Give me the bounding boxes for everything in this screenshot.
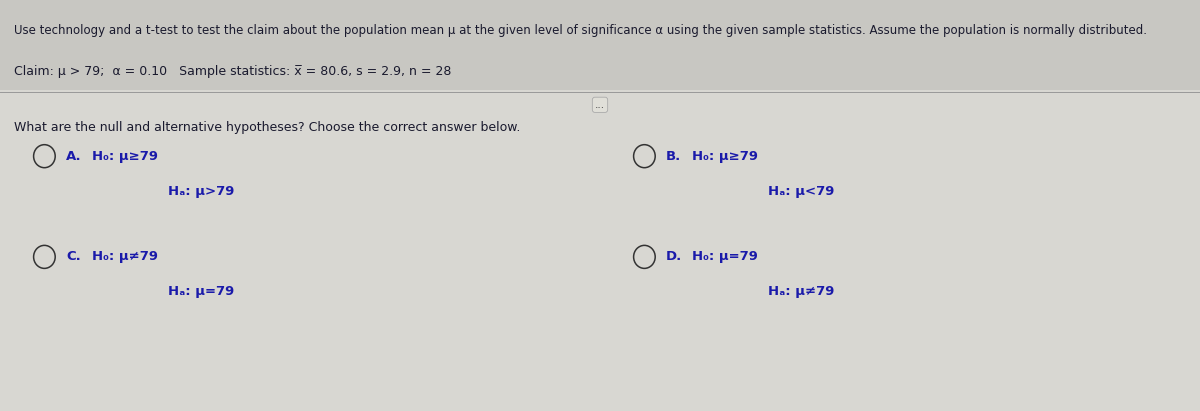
Text: H₀: μ≥79: H₀: μ≥79	[692, 150, 758, 163]
Text: H₀: μ≠79: H₀: μ≠79	[92, 250, 158, 263]
Text: ...: ...	[595, 100, 605, 110]
Text: Use technology and a t-test to test the claim about the population mean μ at the: Use technology and a t-test to test the …	[14, 24, 1147, 37]
Text: Claim: μ > 79;  α = 0.10   Sample statistics: x̅ = 80.6, s = 2.9, n = 28: Claim: μ > 79; α = 0.10 Sample statistic…	[14, 65, 451, 79]
Text: D.: D.	[666, 250, 683, 263]
Text: Hₐ: μ≠79: Hₐ: μ≠79	[768, 285, 834, 298]
Text: C.: C.	[66, 250, 80, 263]
Text: B.: B.	[666, 150, 682, 163]
Text: A.: A.	[66, 150, 82, 163]
FancyBboxPatch shape	[0, 0, 1200, 90]
Text: Hₐ: μ=79: Hₐ: μ=79	[168, 285, 234, 298]
Text: What are the null and alternative hypotheses? Choose the correct answer below.: What are the null and alternative hypoth…	[14, 121, 521, 134]
Text: H₀: μ≥79: H₀: μ≥79	[92, 150, 158, 163]
Text: Hₐ: μ>79: Hₐ: μ>79	[168, 185, 234, 198]
Text: H₀: μ=79: H₀: μ=79	[692, 250, 758, 263]
Text: Hₐ: μ<79: Hₐ: μ<79	[768, 185, 834, 198]
